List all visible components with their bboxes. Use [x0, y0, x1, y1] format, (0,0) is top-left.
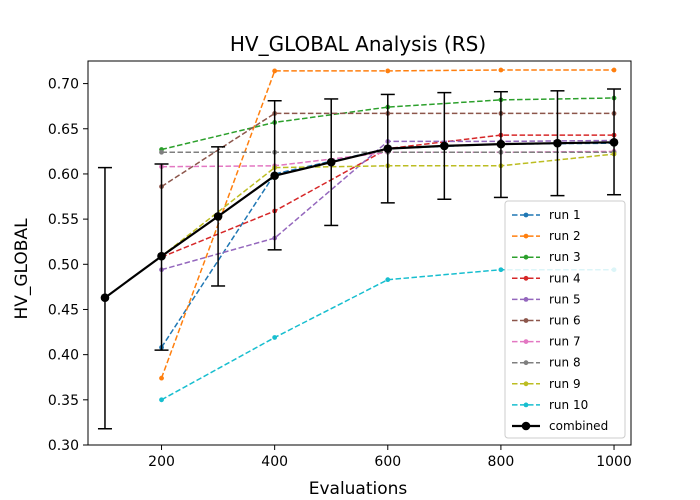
combined-point	[270, 171, 279, 181]
legend-marker-run-7	[523, 339, 529, 344]
series-point-run-10	[272, 335, 278, 340]
combined-point	[157, 251, 166, 261]
series-point-run-10	[385, 277, 391, 283]
series-point-run-10	[159, 397, 164, 403]
legend-marker-run-6	[523, 318, 529, 323]
legend-label-run-6: run 6	[549, 314, 581, 328]
legend-marker-combined	[521, 421, 531, 431]
series-point-run-2	[498, 67, 504, 73]
series-point-run-8	[159, 149, 164, 155]
legend-label-run-8: run 8	[549, 356, 581, 370]
combined-point	[440, 141, 449, 151]
combined-line	[104, 141, 615, 299]
legend-box	[504, 200, 626, 439]
legend-marker-run-1	[523, 212, 529, 218]
legend-label-run-4: run 4	[549, 271, 581, 285]
plot-area: 200 400 600 800 1000 0.30 0.35 0.40 0.45 0.50 0.55…	[48, 60, 632, 470]
combined-point	[383, 144, 393, 153]
combined-point	[609, 138, 619, 147]
series-point-run-2	[159, 375, 164, 381]
legend-marker-run-3	[523, 254, 529, 260]
legend-marker-run-2	[523, 233, 529, 239]
legend-marker-run-8	[523, 360, 529, 366]
legend-label-combined: combined	[549, 419, 608, 433]
y-tick-label: 0.60	[48, 167, 79, 183]
series-point-run-10	[498, 267, 504, 273]
x-tick-label: 800	[488, 454, 515, 470]
series-point-run-2	[611, 67, 617, 73]
x-tick-label: 200	[148, 454, 175, 470]
series-line-run-6	[161, 112, 614, 188]
y-tick-label: 0.40	[48, 348, 79, 364]
series-point-run-2	[385, 68, 391, 74]
x-tick-label: 400	[261, 454, 288, 470]
legend-label-run-9: run 9	[549, 377, 581, 391]
legend-label-run-1: run 1	[549, 208, 581, 222]
x-axis-title: Evaluations	[309, 479, 408, 499]
x-tick-label: 1000	[596, 454, 632, 470]
legend-label-run-5: run 5	[549, 292, 581, 306]
y-tick-label: 0.35	[48, 393, 79, 409]
y-tick-label: 0.45	[48, 302, 79, 318]
plot-frame	[87, 60, 632, 446]
legend-marker-run-4	[523, 275, 529, 281]
legend-label-run-7: run 7	[549, 335, 581, 349]
y-tick-label: 0.65	[48, 122, 79, 138]
combined-point	[496, 139, 506, 149]
legend-label-run-2: run 2	[549, 229, 581, 243]
legend-label-run-10: run 10	[549, 398, 588, 412]
combined-point	[326, 157, 336, 167]
y-axis-title: HV_GLOBAL	[12, 218, 32, 320]
combined-point	[213, 212, 223, 221]
x-tick-label: 600	[374, 454, 401, 470]
legend-marker-run-10	[523, 402, 529, 408]
y-tick-label: 0.70	[48, 77, 79, 93]
legend-marker-run-5	[523, 297, 529, 302]
y-tick-label: 0.55	[48, 212, 79, 228]
combined-point	[553, 138, 562, 148]
legend-label-run-3: run 3	[549, 250, 581, 264]
chart-title: HV_GLOBAL Analysis (RS)	[230, 32, 486, 56]
y-tick-label: 0.50	[48, 257, 79, 273]
legend-marker-run-9	[523, 381, 529, 387]
y-tick-label: 0.30	[48, 438, 79, 454]
series-point-run-2	[272, 68, 278, 74]
combined-point	[100, 293, 110, 303]
legend: run 1 run 2 run 3 run 4 run 5 run 6 run 7 run 8…	[504, 200, 626, 439]
